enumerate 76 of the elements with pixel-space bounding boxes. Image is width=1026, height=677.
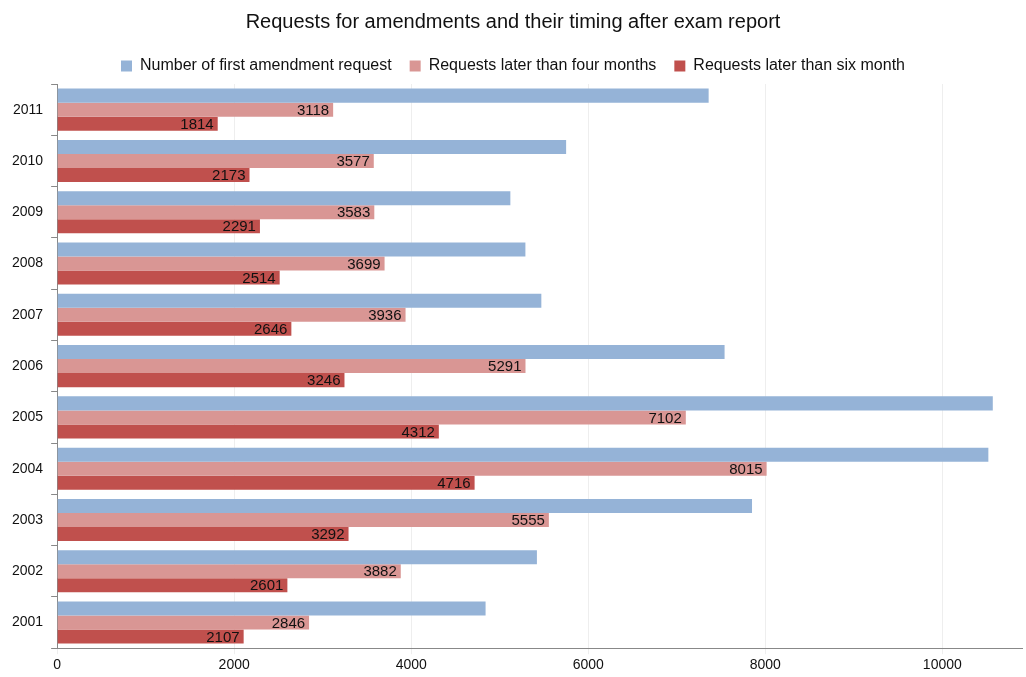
bar — [57, 396, 993, 411]
x-tick-label: 0 — [53, 656, 62, 673]
y-tick-label: 2006 — [11, 356, 44, 373]
bar — [57, 498, 753, 513]
y-tick-label: 2002 — [11, 562, 44, 579]
data-label: 8015 — [729, 459, 763, 477]
legend-label: Requests later than six month — [693, 56, 906, 74]
data-label: 2601 — [250, 576, 284, 594]
x-tick-label: 4000 — [395, 656, 427, 673]
data-label: 2646 — [253, 319, 288, 337]
data-label: 2173 — [212, 166, 246, 184]
bar — [57, 242, 526, 257]
y-tick-label: 2004 — [11, 459, 44, 476]
bar — [57, 359, 526, 374]
data-label: 4716 — [437, 473, 471, 491]
bar — [57, 526, 349, 541]
bar — [57, 153, 374, 168]
data-label: 5291 — [488, 357, 522, 375]
data-label: 1814 — [180, 114, 214, 132]
y-tick-label: 2010 — [11, 151, 44, 168]
bar — [57, 615, 310, 630]
data-label: 5555 — [511, 511, 545, 529]
data-label: 4312 — [401, 422, 435, 440]
data-label: 2514 — [242, 268, 276, 286]
bar — [57, 102, 334, 117]
bar — [57, 256, 385, 271]
data-label: 3577 — [336, 152, 370, 170]
data-label: 3583 — [336, 203, 371, 221]
bar — [57, 564, 401, 579]
y-tick-label: 2005 — [11, 408, 44, 425]
x-tick-label: 10000 — [922, 656, 963, 673]
bar — [57, 512, 549, 527]
data-label: 2846 — [271, 613, 306, 631]
bar — [57, 601, 486, 616]
bar — [57, 191, 511, 206]
y-tick-label: 2003 — [11, 510, 44, 527]
data-label: 3699 — [347, 254, 381, 272]
bar — [57, 461, 767, 476]
y-tick-label: 2009 — [11, 203, 44, 220]
bar — [57, 167, 250, 182]
bar — [57, 307, 406, 322]
bar — [57, 345, 725, 360]
legend-label: Number of first amendment request — [140, 56, 393, 74]
bar — [57, 116, 218, 131]
bar — [57, 139, 567, 154]
chart-title: Requests for amendments and their timing after exam report — [245, 9, 781, 32]
bar — [57, 88, 709, 103]
bar — [57, 373, 345, 388]
y-tick-label: 2008 — [11, 254, 44, 271]
bar — [57, 447, 989, 462]
bar — [57, 578, 288, 593]
bar — [57, 550, 537, 565]
bar — [57, 424, 439, 439]
x-tick-label: 8000 — [749, 656, 782, 673]
data-label: 3246 — [307, 371, 341, 389]
y-tick-label: 2011 — [13, 100, 44, 117]
bar — [57, 475, 475, 490]
data-label: 3936 — [368, 305, 402, 323]
data-label: 2107 — [206, 627, 240, 645]
x-tick-label: 6000 — [572, 656, 605, 673]
x-tick-label: 2000 — [218, 656, 250, 673]
data-label: 3882 — [363, 562, 397, 580]
bar — [57, 293, 542, 308]
legend-label: Requests later than four months — [428, 56, 657, 74]
y-tick-label: 2001 — [11, 613, 44, 630]
data-label: 7102 — [648, 408, 682, 426]
bar — [57, 205, 375, 220]
bar — [57, 219, 260, 234]
bar — [57, 321, 292, 336]
y-tick-label: 2007 — [11, 305, 44, 322]
data-label: 2291 — [222, 217, 256, 235]
data-label: 3118 — [296, 100, 330, 118]
bar — [57, 270, 280, 285]
bar — [57, 410, 686, 425]
bar — [57, 629, 244, 644]
data-label: 3292 — [311, 525, 345, 543]
